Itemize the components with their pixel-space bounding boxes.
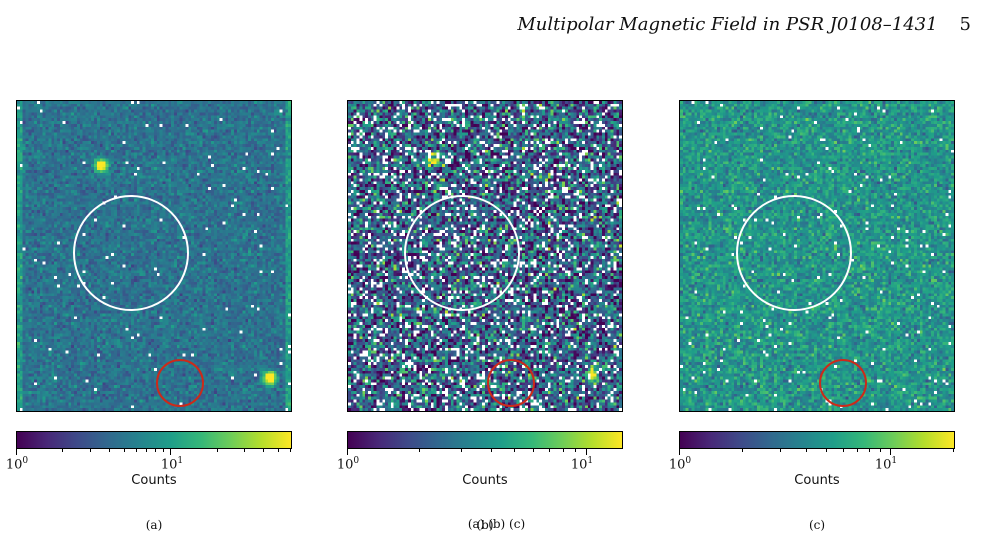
minor-tick bbox=[562, 448, 564, 452]
minor-tick bbox=[262, 448, 264, 452]
figure-caption: (a) (b) (c) bbox=[467, 517, 526, 531]
running-title: Multipolar Magnetic Field in PSR J0108–1… bbox=[517, 14, 938, 35]
tick-label: 101 bbox=[570, 456, 594, 473]
major-tick bbox=[679, 448, 680, 455]
background-region-circle bbox=[156, 359, 204, 407]
minor-tick bbox=[461, 448, 463, 452]
minor-tick bbox=[146, 448, 148, 452]
minor-tick bbox=[549, 448, 550, 452]
major-tick bbox=[170, 448, 172, 455]
minor-tick bbox=[857, 448, 858, 452]
subfigure-label: (b) bbox=[476, 518, 494, 532]
panel-c: 100 101 Counts (c) bbox=[669, 100, 959, 532]
major-tick bbox=[889, 448, 891, 455]
minor-tick bbox=[290, 448, 291, 452]
tick-label: 101 bbox=[874, 456, 898, 473]
minor-tick bbox=[62, 448, 64, 452]
minor-tick bbox=[514, 448, 516, 452]
major-tick bbox=[347, 448, 348, 455]
colorbar-ticks-c bbox=[679, 448, 955, 456]
subfigure-label: (c) bbox=[808, 518, 826, 532]
minor-tick bbox=[216, 448, 218, 452]
minor-tick bbox=[826, 448, 828, 452]
minor-tick bbox=[155, 448, 157, 452]
minor-tick bbox=[575, 448, 577, 452]
major-tick bbox=[586, 448, 588, 455]
minor-tick bbox=[953, 448, 954, 452]
count-map-c bbox=[679, 100, 955, 412]
minor-tick bbox=[880, 448, 881, 452]
colorbar-a bbox=[16, 431, 292, 449]
minor-tick bbox=[108, 448, 110, 452]
tick-label: 100 bbox=[5, 456, 29, 473]
panel-a: 100 101 Counts (a) bbox=[6, 100, 296, 532]
source-region-circle bbox=[404, 195, 520, 311]
minor-tick bbox=[89, 448, 91, 452]
minor-tick bbox=[869, 448, 871, 452]
tick-label: 100 bbox=[336, 456, 360, 473]
minor-tick bbox=[533, 448, 534, 452]
minor-tick bbox=[742, 448, 744, 452]
subfigure-label: (a) bbox=[145, 518, 163, 532]
minor-tick bbox=[805, 448, 807, 452]
running-header: Multipolar Magnetic Field in PSR J0108–1… bbox=[517, 14, 971, 35]
source-region-circle bbox=[736, 195, 852, 311]
minor-tick bbox=[243, 448, 245, 452]
panel-b: 100 101 Counts (b) bbox=[337, 100, 627, 532]
background-region-circle bbox=[487, 359, 535, 407]
colorbar-ticks-a bbox=[16, 448, 292, 456]
colorbar-b bbox=[347, 431, 623, 449]
minor-tick bbox=[842, 448, 844, 452]
minor-tick bbox=[123, 448, 125, 452]
minor-tick bbox=[277, 448, 279, 452]
colorbar-label: Counts bbox=[131, 473, 177, 488]
count-map-a bbox=[16, 100, 292, 412]
minor-tick bbox=[779, 448, 781, 452]
colorbar-c bbox=[679, 431, 955, 449]
background-region-circle bbox=[819, 359, 867, 407]
colorbar-label: Counts bbox=[462, 473, 508, 488]
colorbar-label: Counts bbox=[794, 473, 840, 488]
minor-tick bbox=[163, 448, 164, 452]
tick-label: 101 bbox=[160, 456, 184, 473]
major-tick bbox=[16, 448, 17, 455]
page-number: 5 bbox=[959, 14, 971, 35]
minor-tick bbox=[135, 448, 137, 452]
count-map-b bbox=[347, 100, 623, 412]
colorbar-ticks-b bbox=[347, 448, 623, 456]
minor-tick bbox=[490, 448, 492, 452]
source-region-circle bbox=[73, 195, 189, 311]
minor-tick bbox=[419, 448, 420, 452]
tick-label: 100 bbox=[668, 456, 692, 473]
